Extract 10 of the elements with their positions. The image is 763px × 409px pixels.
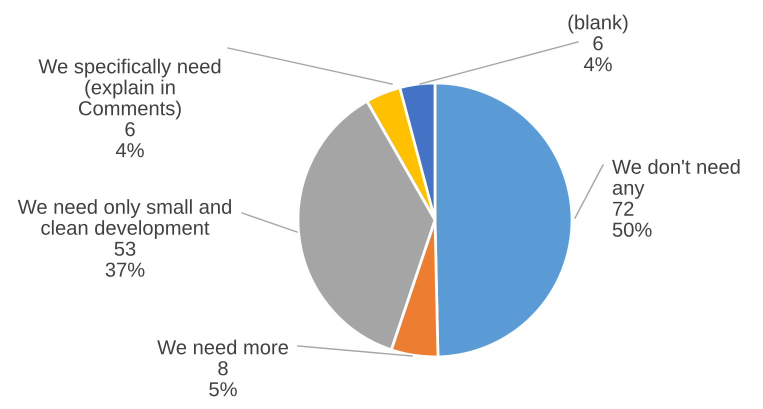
data-label: 8 5% (209, 361, 237, 396)
slice-label: We need more (157, 340, 288, 354)
slice-label: (blank) (568, 14, 628, 34)
data-label: 53 37% (106, 242, 144, 277)
slice-label: We specifically need (explain in Comments) (38, 58, 220, 120)
data-label: 6 4% (584, 36, 612, 72)
slice-label: We don't need any (612, 159, 740, 199)
slice-label: We need only small and clean development (18, 199, 231, 239)
data-label: 6 4% (116, 122, 144, 158)
data-label: 72 50% (612, 202, 652, 237)
